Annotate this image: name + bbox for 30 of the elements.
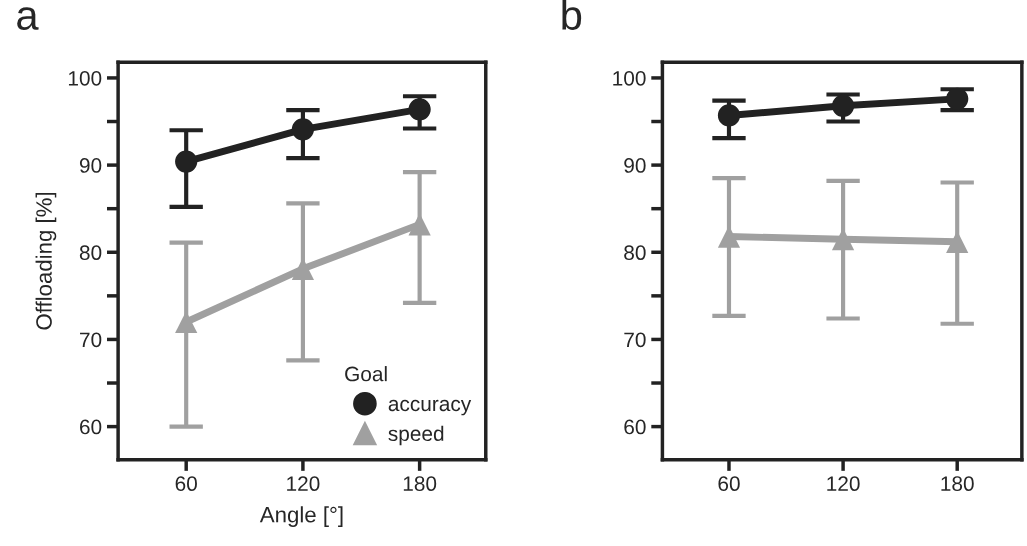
x-tick-label: 120 bbox=[827, 476, 860, 492]
chart-title: a bbox=[17, 7, 39, 30]
x-tick-label: 180 bbox=[403, 476, 437, 492]
y-tick-label: 90 bbox=[624, 158, 646, 173]
point bbox=[408, 213, 431, 236]
y-tick-label: 80 bbox=[624, 245, 646, 261]
point bbox=[831, 94, 855, 117]
point bbox=[291, 118, 315, 141]
y-tick-label: 100 bbox=[613, 70, 646, 86]
legend-title: Goal bbox=[345, 366, 387, 382]
legend-label: accuracy bbox=[388, 399, 472, 416]
y-tick-label: 80 bbox=[79, 245, 102, 261]
point bbox=[946, 87, 969, 110]
x-axis-title: Angle [°] bbox=[259, 506, 343, 527]
chart-title: b bbox=[562, 0, 582, 30]
y-axis-title: Offloading [%] bbox=[35, 192, 57, 330]
x-tick-label: 60 bbox=[175, 476, 197, 492]
point bbox=[408, 98, 431, 121]
point bbox=[175, 150, 198, 173]
x-tick-label: 180 bbox=[941, 476, 974, 492]
point bbox=[717, 104, 741, 127]
y-tick-label: 70 bbox=[80, 332, 102, 348]
x-tick-label: 120 bbox=[287, 476, 320, 492]
y-tick-label: 70 bbox=[624, 332, 646, 348]
y-tick-label: 90 bbox=[79, 158, 102, 173]
y-tick-label: 100 bbox=[68, 70, 102, 86]
y-tick-label: 60 bbox=[80, 419, 102, 435]
x-tick-label: 60 bbox=[718, 476, 740, 492]
y-tick-label: 60 bbox=[624, 419, 646, 435]
legend-label: speed bbox=[388, 425, 444, 446]
